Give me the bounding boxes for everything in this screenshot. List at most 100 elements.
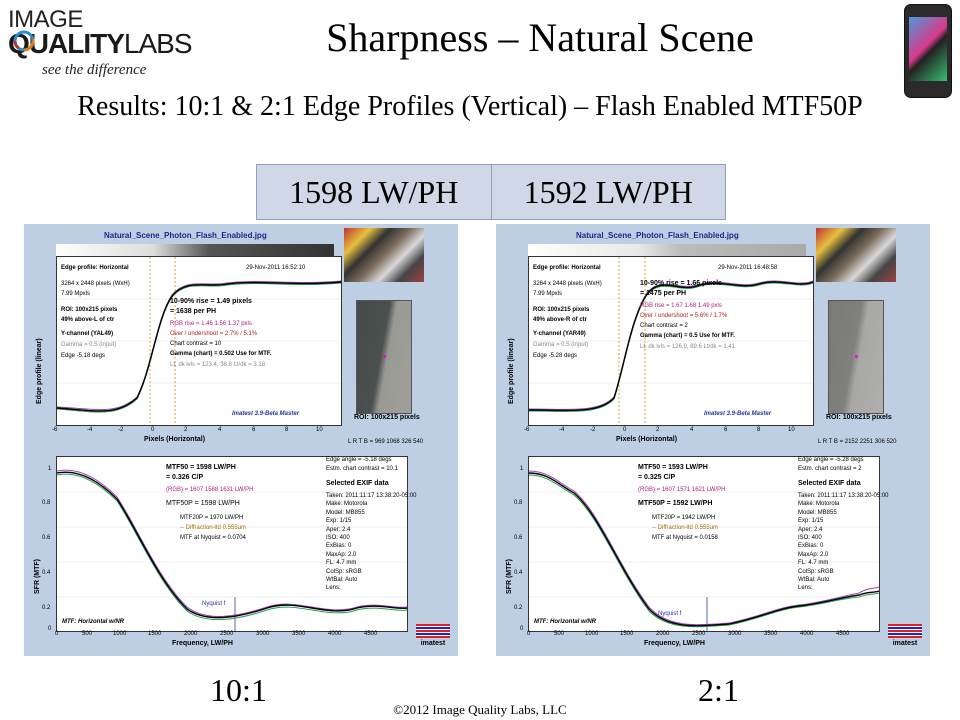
mtf-footer: MTF: Horizontal w/NR (62, 619, 124, 625)
mtf-plot (528, 456, 880, 632)
imatest-version: Imatest 3.9-Beta Master (232, 411, 300, 417)
mtf-xtick: 3000 (256, 631, 270, 637)
edge-xtick: 4 (218, 427, 222, 433)
page-subtitle: Results: 10:1 & 2:1 Edge Profiles (Verti… (77, 91, 863, 122)
mtf-footer: MTF: Horizontal w/NR (534, 619, 596, 625)
exif-item: MaxAp: 2.0 (326, 551, 357, 558)
edge-xtick: -2 (118, 427, 124, 433)
edge-strip-image (56, 244, 334, 256)
mtf-plot (56, 456, 408, 632)
imatest-logo-text: imatest (892, 640, 918, 647)
panel-title: Natural_Scene_Photon_Flash_Enabled.jpg (576, 231, 739, 240)
company-logo: IMAGE QUALITYLABS see the difference (8, 6, 198, 78)
diffraction-limit: -- Diffraction-ltd 0.555um (652, 525, 718, 531)
edge-rgb-rise: RGB rise = 1.67 1.68 1.49 pxls (640, 303, 722, 309)
edge-info-1: 3264 x 2448 pixels (WxH) (61, 281, 130, 287)
edge-contrast: Chart contrast = 10 (170, 341, 222, 347)
mtf-ytick: 0.4 (42, 570, 51, 576)
edge-channel: Y-channel (YAL49) (61, 331, 114, 337)
roi-image (356, 300, 412, 414)
exif-item: Make: Motorola (798, 501, 840, 508)
mtf-ytick: 1 (48, 466, 52, 472)
exif-title: Selected EXIF data (798, 480, 861, 487)
mtf-xtick: 4500 (836, 631, 850, 637)
edge-xtick: 6 (252, 427, 256, 433)
edge-heading: Edge profile: Horizontal (61, 265, 129, 271)
mtf-curves (56, 469, 408, 631)
edge-levels: Lt, dk lvls = 123.4, 38.8 Lt/dk = 3.18 (170, 362, 266, 368)
edge-strip-image (528, 244, 806, 256)
table-cell-left: 1598 LW/PH (257, 165, 491, 219)
exif-item: FL: 4.7 mm (326, 560, 357, 567)
exif-item: Make: Motorola (326, 501, 368, 508)
edge-overshoot: Over / undershoot = 5.6% / 1.7% (640, 313, 728, 319)
mtf-ytick: 0.4 (514, 570, 523, 576)
mtf-ytick: 0 (48, 626, 52, 632)
edge-xtick: -2 (590, 427, 596, 433)
edge-xtick: 2 (656, 427, 660, 433)
mtf20p-value: MTF20P = 1942 LW/PH (652, 515, 716, 521)
imatest-logo: imatest (416, 624, 450, 650)
lens-ring-icon (13, 30, 35, 52)
mtf-xtick: 0 (55, 631, 59, 637)
edge-gamma-chart: Gamma (chart) = 0.502 Use for MTF. (170, 351, 272, 357)
mtf50p-value: MTF50P = 1592 LW/PH (638, 500, 713, 507)
edge-contrast: Chart contrast = 2 (640, 323, 688, 329)
mtf-xtick: 1500 (148, 631, 162, 637)
edge-xlabel: Pixels (Horizontal) (144, 436, 206, 443)
mtf50-value: MTF50 = 1598 LW/PH (166, 464, 236, 471)
edge-xtick: 0 (151, 427, 155, 433)
edge-date: 29-Nov-2011 16:48:58 (718, 265, 778, 271)
edge-levels: Lt, dk lvls = 126.9, 89.6 Lt/dk = 1.41 (640, 344, 736, 350)
roi-coords: L R T B = 2152 2251 306 520 (818, 439, 897, 445)
roi-center-dot (383, 355, 386, 358)
edge-rgb-rise: RGB rise = 1.46 1.56 1.37 pxls (170, 321, 252, 327)
edge-overshoot: Over / undershoot = 2.7% / 5.1% (170, 331, 258, 337)
mtf-ytick: 0 (520, 626, 524, 632)
mtf-ytick: 0.2 (42, 605, 51, 611)
exif-item: Taken: 2011:11:17 13:38:20-05:00 (798, 493, 889, 499)
edge-degrees: Edge -5.18 degs (61, 353, 106, 359)
mtf-ytick: 0.8 (42, 500, 51, 506)
edge-xtick: -6 (52, 427, 58, 433)
exif-item: Lens: (326, 585, 341, 592)
exif-item: WtBal: Auto (326, 577, 358, 584)
mtf-ytick: 0.8 (514, 500, 523, 506)
mtf-xlabel: Frequency, LW/PH (644, 640, 705, 647)
edge-heading: Edge profile: Horizontal (533, 265, 601, 271)
mtf-xtick: 3500 (764, 631, 778, 637)
logo-tagline: see the difference (42, 62, 147, 78)
edge-date: 29-Nov-2011 16:52:10 (246, 265, 306, 271)
edge-gamma-input: Gamma = 0.5 (input) (61, 342, 117, 348)
exif-item: ISO: 400 (798, 535, 822, 542)
copyright-footer: ©2012 Image Quality Labs, LLC (393, 702, 567, 717)
logo-labs: LABS (123, 28, 193, 59)
chart-thumbnail (344, 228, 424, 282)
edge-xtick: 8 (285, 427, 289, 433)
chart-thumbnail (816, 228, 896, 282)
exif-item: WtBal: Auto (798, 577, 830, 584)
mtf50-rgb: (RGB) = 1607 1571 1621 LW/PH (638, 487, 726, 493)
exif-item: ISO: 400 (326, 535, 350, 542)
mtf-ylabel: SFR (MTF) (34, 559, 41, 594)
exif-item: Model: MB855 (798, 509, 837, 516)
edge-xtick: -4 (559, 427, 565, 433)
exif-item: ExBias: 0 (326, 543, 352, 550)
roi-center-dot (855, 355, 858, 358)
exif-item: Aper: 2.4 (798, 526, 823, 533)
mtf-xtick: 500 (554, 631, 565, 637)
side-line-1: Edge angle = -5.18 degs (326, 457, 392, 463)
edge-roi-1: ROI: 100x215 pixels (533, 307, 590, 313)
imatest-version: Imatest 3.9-Beta Master (704, 411, 772, 417)
edge-ylabel: Edge profile (linear) (508, 338, 515, 404)
mtf-xtick: 3500 (292, 631, 306, 637)
edge-gamma-input: Gamma = 0.5 (input) (533, 342, 589, 348)
mtf-xtick: 4500 (364, 631, 378, 637)
imatest-logo: imatest (888, 624, 922, 650)
edge-xtick: 10 (788, 427, 795, 433)
mtf50p-value: MTF50P = 1598 LW/PH (166, 500, 240, 507)
edge-xtick: -4 (87, 427, 93, 433)
edge-profile-curves (528, 257, 814, 425)
exif-item: ColSp: sRGB (798, 568, 834, 575)
mtf-xtick: 2000 (656, 631, 670, 637)
